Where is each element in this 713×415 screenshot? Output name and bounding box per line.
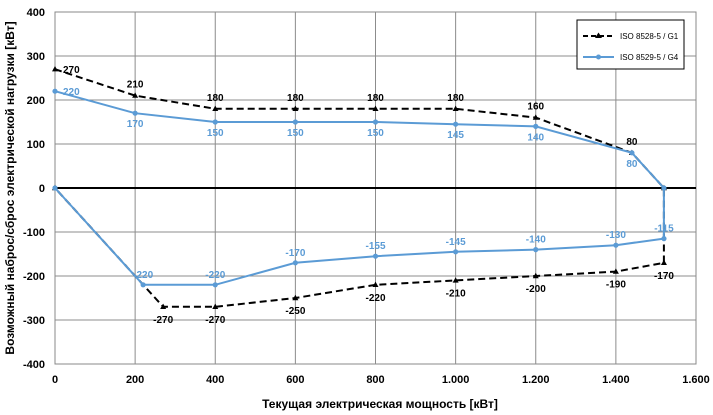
series-marker-g1: [452, 105, 459, 111]
series-marker-g4: [372, 119, 379, 125]
y-axis-ticks: 400 300 200 100 0 -100 -200 -300 -400: [23, 7, 45, 371]
data-label: -210: [446, 288, 466, 299]
series-marker-g1: [532, 272, 539, 279]
series-marker-g1: [212, 303, 219, 309]
series-marker-g4: [453, 121, 459, 127]
legend: ISO 8528-5 / G1 ISO 8529-5 / G4: [576, 19, 685, 70]
series-marker-g1: [532, 114, 539, 120]
series-marker-g1: [660, 259, 667, 265]
series-marker-g1: [372, 105, 379, 111]
data-label: 220: [63, 87, 80, 98]
data-label: -270: [205, 315, 225, 326]
legend-box: [576, 19, 685, 70]
legend-marker-g4: [596, 54, 601, 60]
data-labels-group: 270 210 180 180 180 180 160 80 -170 -190 -200 -210 -…: [63, 65, 674, 326]
x-tick-label: 200: [126, 374, 144, 386]
data-label: 180: [367, 93, 384, 104]
y-tick-label: -200: [23, 271, 45, 283]
series-marker-g1: [52, 66, 58, 72]
data-label: 170: [127, 119, 144, 130]
series-marker-g4: [613, 242, 619, 248]
series-marker-g4: [292, 119, 298, 125]
series-marker-g4: [661, 185, 667, 191]
x-tick-label: 1.400: [602, 374, 630, 386]
data-label: -220: [133, 270, 153, 281]
series-marker-g1: [292, 294, 299, 301]
x-tick-label: 1.000: [442, 374, 470, 386]
series-marker-g1: [132, 92, 139, 98]
series-group: [52, 66, 667, 309]
series-marker-g4: [453, 249, 459, 255]
data-label: -190: [606, 280, 626, 291]
series-marker-g4: [52, 88, 58, 94]
data-label: 160: [527, 102, 544, 113]
series-marker-g1: [292, 105, 299, 111]
y-tick-label: 300: [27, 51, 45, 63]
series-marker-g4: [533, 247, 539, 253]
data-label: 150: [207, 128, 224, 139]
data-label: 180: [207, 93, 224, 104]
data-label: -140: [526, 235, 546, 246]
x-tick-label: 1.600: [682, 374, 710, 386]
x-tick-label: 1.200: [522, 374, 550, 386]
series-marker-g4: [533, 123, 539, 129]
series-marker-g4: [212, 119, 218, 125]
x-tick-label: 800: [366, 374, 384, 386]
series-marker-g1: [452, 277, 459, 283]
x-tick-label: 400: [206, 374, 224, 386]
legend-label-g1: ISO 8528-5 / G1: [620, 32, 679, 41]
series-marker-g4: [52, 185, 58, 191]
series-marker-g1: [160, 303, 167, 309]
x-axis-title: Текущая электрическая мощность [кВт]: [262, 397, 498, 411]
series-marker-g1: [612, 268, 619, 274]
y-tick-label: 100: [27, 139, 45, 151]
data-label: -155: [365, 241, 385, 252]
series-marker-g4: [372, 253, 379, 259]
data-label: 180: [447, 93, 464, 104]
series-marker-g1: [212, 105, 219, 111]
data-label: -145: [446, 237, 466, 248]
y-tick-label: -400: [23, 359, 45, 371]
series-marker-g1: [372, 281, 379, 287]
data-label: -270: [153, 315, 173, 326]
data-label: 80: [626, 159, 638, 170]
data-label: -200: [526, 284, 546, 295]
x-tick-label: 0: [52, 374, 58, 386]
data-label: -170: [654, 271, 674, 282]
series-marker-g4: [629, 150, 635, 156]
data-label: -130: [606, 230, 626, 241]
series-marker-g4: [140, 282, 146, 288]
series-line-g4: [54, 90, 665, 286]
series-marker-g4: [132, 110, 138, 116]
series-marker-g4: [292, 260, 298, 266]
data-label: 270: [63, 65, 80, 76]
data-label: -220: [365, 293, 385, 304]
legend-marker-g1: [595, 32, 602, 38]
y-tick-label: 400: [27, 7, 45, 19]
data-label: 80: [626, 137, 638, 148]
x-axis-ticks: 0 200 400 600 800 1.000 1.200 1.400 1.600: [52, 374, 710, 386]
data-label: 145: [447, 130, 464, 141]
x-tick-label: 600: [286, 374, 304, 386]
y-tick-label: 0: [39, 183, 45, 195]
data-label: 180: [287, 93, 304, 104]
legend-label-g4: ISO 8529-5 / G4: [620, 53, 679, 62]
data-label: -250: [285, 306, 305, 317]
data-label: 210: [127, 80, 144, 91]
data-label: 150: [287, 128, 304, 139]
data-label: 140: [527, 132, 544, 143]
y-axis-title: Возможный наброс/сброс электрической наг…: [3, 21, 17, 354]
y-tick-label: -100: [23, 227, 45, 239]
y-tick-label: -300: [23, 315, 45, 327]
data-label: 150: [367, 128, 384, 139]
data-label: -115: [654, 224, 674, 235]
series-marker-g4: [661, 236, 667, 242]
data-label: -220: [205, 270, 225, 281]
y-tick-label: 200: [27, 95, 45, 107]
data-label: -170: [285, 248, 305, 259]
series-marker-g4: [212, 282, 218, 288]
